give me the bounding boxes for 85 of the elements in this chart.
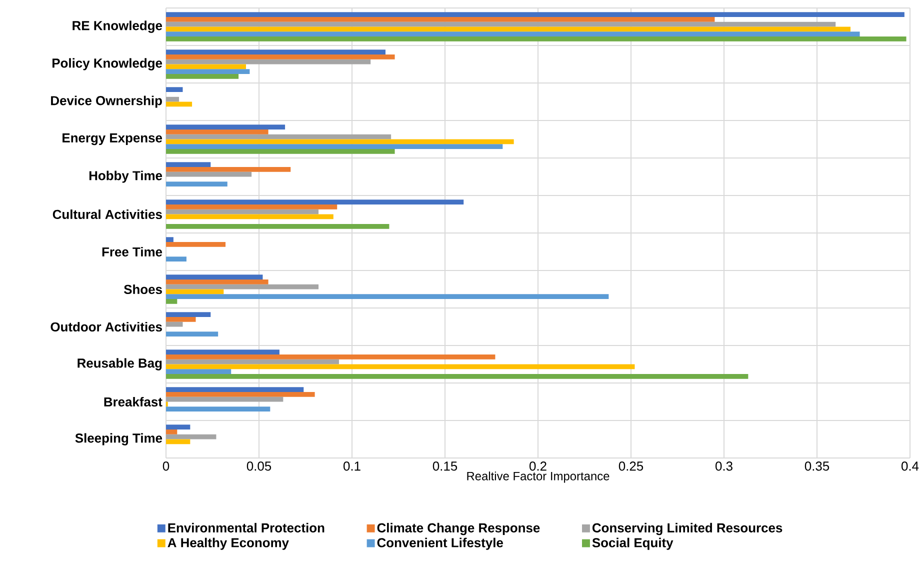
- legend-label: Social Equity: [592, 538, 674, 550]
- y-tick-label: Breakfast: [104, 396, 162, 407]
- y-tick-label: Cultural Activities: [52, 209, 162, 220]
- bar: [166, 124, 286, 130]
- y-tick-label: Free Time: [102, 246, 162, 257]
- bar: [166, 242, 226, 247]
- bar: [166, 392, 315, 397]
- bar: [166, 182, 228, 187]
- bar: [166, 214, 334, 220]
- bar: [166, 64, 246, 70]
- x-axis-title: Realtive Factor Importance: [467, 472, 610, 483]
- bar: [166, 312, 211, 318]
- bar: [166, 54, 395, 60]
- bar: [166, 32, 860, 36]
- y-tick-label: Energy Expense: [62, 133, 162, 146]
- bar: [166, 130, 268, 134]
- y-tick-label: Shoes: [124, 284, 162, 294]
- bar: [166, 317, 196, 322]
- bar: [166, 430, 178, 434]
- bar: [166, 102, 192, 107]
- bar: [166, 439, 190, 444]
- bar: [166, 406, 270, 412]
- bar: [166, 256, 186, 262]
- bar: [166, 69, 250, 74]
- bar: [166, 364, 635, 370]
- bar: [166, 22, 836, 27]
- bar: [166, 50, 386, 54]
- x-tick-label: 0.1: [344, 462, 360, 471]
- bar: [166, 87, 183, 92]
- x-tick-label: 0.3: [716, 462, 732, 471]
- x-tick-label: 0.25: [618, 462, 644, 471]
- bar: [166, 396, 284, 402]
- y-tick-label: Sleeping Time: [75, 433, 162, 446]
- y-tick-label: Hobby Time: [89, 170, 162, 183]
- legend-label: Environmental Protection: [168, 522, 324, 532]
- bar: [166, 332, 218, 337]
- x-tick-label: 0.2: [530, 462, 546, 471]
- bar: [166, 36, 906, 42]
- legend-label: A Healthy Economy: [168, 538, 289, 550]
- bar: [166, 374, 748, 379]
- bar: [166, 209, 319, 214]
- bar: [166, 162, 211, 168]
- x-tick-label: 0.15: [432, 462, 458, 471]
- bar: [166, 26, 850, 32]
- bar: [166, 74, 239, 79]
- bar: [166, 424, 190, 430]
- bar: [166, 12, 904, 17]
- bar: [166, 96, 180, 102]
- x-tick-label: 0.05: [246, 462, 272, 471]
- bar: [166, 354, 496, 360]
- bar: [166, 144, 503, 150]
- bar: [166, 172, 252, 177]
- bar: [166, 224, 390, 229]
- bar: [166, 284, 319, 290]
- y-tick-label: Outdoor Activities: [50, 322, 162, 332]
- bar: [166, 139, 514, 144]
- x-tick-label: 0: [162, 462, 170, 471]
- bar: [166, 350, 280, 355]
- bar: [166, 134, 392, 140]
- bar: [166, 149, 395, 154]
- bar: [166, 167, 291, 172]
- bar: [166, 237, 174, 242]
- bar: [166, 299, 178, 304]
- bar: [166, 17, 715, 22]
- bar: [166, 387, 304, 392]
- bar: [166, 369, 232, 374]
- x-tick-label: 0.4: [902, 462, 919, 471]
- bar: [166, 280, 268, 284]
- legend-label: Climate Change Response: [377, 522, 540, 536]
- bar: [166, 434, 216, 440]
- bar: [166, 289, 224, 294]
- bar: [166, 274, 263, 280]
- legend-label: Convenient Lifestyle: [377, 538, 503, 550]
- y-tick-label: Policy Knowledge: [52, 58, 162, 70]
- bar: [166, 204, 338, 210]
- x-tick-label: 0.35: [804, 462, 830, 471]
- y-tick-label: Reusable Bag: [78, 358, 162, 370]
- legend-label: Conserving Limited Resources: [592, 522, 782, 536]
- bar: [166, 294, 609, 300]
- y-tick-label: Device Ownership: [51, 96, 162, 108]
- bar: [166, 59, 371, 64]
- bar: [166, 359, 339, 364]
- bar: [166, 322, 183, 327]
- bar: [166, 200, 464, 205]
- y-tick-label: RE Knowledge: [72, 20, 162, 33]
